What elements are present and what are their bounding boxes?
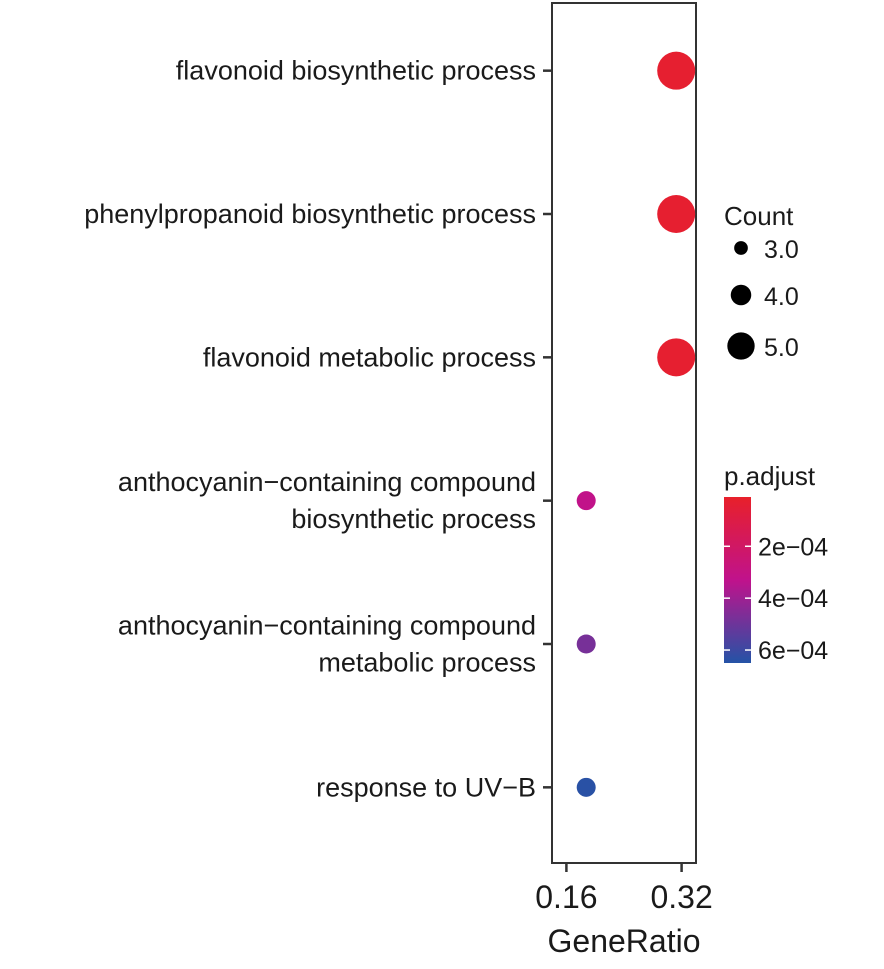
x-axis-title: GeneRatio [548, 923, 701, 959]
y-tick-label: response to UV−B [316, 772, 536, 802]
size-legend-label: 5.0 [764, 334, 799, 362]
y-tick-label: biosynthetic process [291, 504, 536, 534]
data-point [576, 634, 596, 654]
plot-panel [551, 2, 697, 864]
size-legend-key [734, 241, 748, 255]
data-point [576, 491, 596, 511]
y-tick-label: metabolic process [318, 648, 536, 678]
y-tick-label: flavonoid metabolic process [203, 342, 536, 372]
data-point [657, 51, 696, 90]
y-axis: flavonoid biosynthetic process phenylprop… [84, 56, 552, 802]
data-point [657, 338, 696, 377]
y-tick-label: phenylpropanoid biosynthetic process [84, 199, 536, 229]
y-tick-label: anthocyanin−containing compound [118, 467, 536, 497]
size-legend-label: 4.0 [764, 283, 799, 311]
size-legend-key [727, 332, 755, 360]
size-legend-label: 3.0 [764, 236, 799, 264]
color-legend-label: 4e−04 [758, 585, 828, 613]
x-tick-label: 0.32 [650, 879, 712, 915]
size-legend: Count 3.0 4.0 5.0 [724, 201, 799, 362]
data-point [657, 195, 696, 233]
size-legend-title: Count [724, 201, 794, 231]
color-legend-title: p.adjust [724, 461, 816, 491]
x-tick-label: 0.16 [535, 879, 597, 915]
data-point [576, 777, 596, 797]
color-legend: p.adjust 2e−04 4e−04 6e−04 [724, 461, 828, 665]
data-points [576, 51, 696, 797]
color-legend-bar [724, 497, 751, 663]
x-axis: 0.16 0.32 [535, 863, 713, 915]
y-tick-label: flavonoid biosynthetic process [176, 56, 536, 86]
size-legend-key [730, 284, 752, 306]
color-legend-label: 2e−04 [758, 533, 828, 561]
y-tick-label: anthocyanin−containing compound [118, 611, 536, 641]
color-legend-label: 6e−04 [758, 637, 828, 665]
